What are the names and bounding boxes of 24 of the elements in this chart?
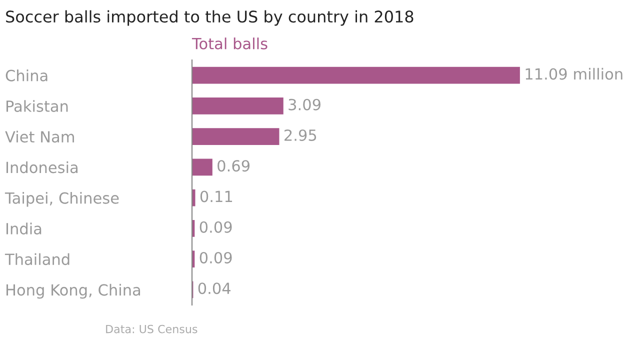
y-tick-label: Indonesia: [6, 161, 78, 174]
data-label: 0.11: [200, 190, 232, 202]
chart-title: Soccer balls imported to the US by country in 2018: [6, 10, 414, 26]
y-tick-label: Taipei, Chinese: [4, 192, 119, 207]
bar: [192, 98, 284, 114]
y-tick-label: Viet Nam: [5, 130, 74, 143]
text: Data: US Census: [106, 324, 198, 334]
bar: [192, 189, 196, 206]
data-label: 0.09: [200, 221, 232, 233]
y-tick-label: China: [6, 70, 48, 82]
y-tick-label: India: [6, 222, 42, 234]
y-tick-label: Thailand: [4, 253, 70, 266]
data-label: 2.95: [284, 129, 316, 141]
series-label: Total balls: [192, 38, 268, 50]
data-label: 11.09 million: [526, 68, 622, 80]
data-label: 3.09: [288, 98, 320, 110]
data-label: 0.69: [218, 160, 250, 172]
data-label: 0.09: [200, 252, 232, 264]
data-label: 0.04: [198, 282, 231, 294]
y-tick-label: Pakistan: [6, 100, 68, 112]
bar: [192, 66, 520, 84]
bar: [192, 158, 212, 176]
bar: [192, 128, 280, 145]
y-tick-label: Hong Kong, China: [6, 284, 140, 299]
